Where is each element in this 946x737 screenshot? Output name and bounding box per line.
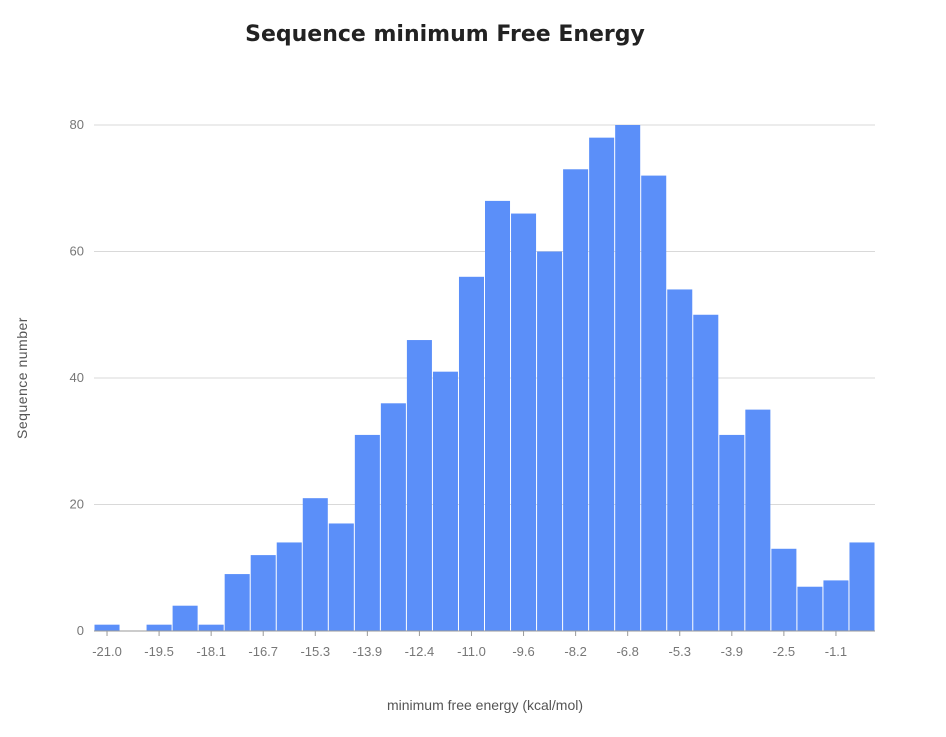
histogram-bar[interactable] — [693, 314, 719, 631]
x-tick-label: -1.1 — [825, 644, 847, 659]
chart-title: Sequence minimum Free Energy — [245, 22, 645, 47]
histogram-bar[interactable] — [745, 409, 771, 631]
histogram-bar[interactable] — [589, 137, 615, 631]
histogram-bar[interactable] — [328, 523, 354, 631]
histogram-bar[interactable] — [563, 169, 589, 631]
histogram-bar[interactable] — [432, 371, 458, 631]
histogram-bar[interactable] — [667, 289, 693, 631]
histogram-bar[interactable] — [511, 213, 537, 632]
histogram-bar[interactable] — [146, 624, 172, 631]
histogram-bar[interactable] — [823, 580, 849, 631]
histogram-bar[interactable] — [849, 542, 875, 631]
x-tick-label: -13.9 — [353, 644, 383, 659]
histogram-bar[interactable] — [537, 251, 563, 632]
histogram-bar[interactable] — [276, 542, 302, 631]
histogram-bar[interactable] — [719, 434, 745, 631]
y-tick-label: 60 — [70, 244, 84, 259]
x-tick-label: -6.8 — [616, 644, 638, 659]
x-tick-label: -18.1 — [196, 644, 226, 659]
x-tick-label: -2.5 — [773, 644, 795, 659]
histogram-bar[interactable] — [354, 434, 380, 631]
x-tick-label: -11.0 — [457, 644, 486, 659]
y-tick-label: 40 — [70, 370, 84, 385]
x-tick-label: -12.4 — [405, 644, 435, 659]
histogram-bar[interactable] — [302, 498, 328, 631]
x-tick-label: -8.2 — [564, 644, 586, 659]
x-tick-label: -9.6 — [512, 644, 534, 659]
histogram-bar[interactable] — [641, 175, 667, 631]
histogram-bar[interactable] — [250, 555, 276, 631]
histogram-bar[interactable] — [380, 403, 406, 631]
x-tick-label: -21.0 — [92, 644, 122, 659]
x-axis-label: minimum free energy (kcal/mol) — [386, 697, 584, 713]
histogram-bar[interactable] — [771, 548, 797, 631]
histogram-bar[interactable] — [797, 586, 823, 631]
histogram-bar[interactable] — [485, 200, 511, 631]
histogram-bar[interactable] — [198, 624, 224, 631]
x-tick-label: -19.5 — [144, 644, 174, 659]
grid-lines — [94, 124, 875, 505]
histogram-bar[interactable] — [224, 574, 250, 631]
histogram-bar[interactable] — [406, 340, 432, 631]
histogram-bar[interactable] — [458, 276, 484, 631]
x-tick-label: -5.3 — [669, 644, 691, 659]
y-tick-label: 0 — [77, 623, 84, 638]
x-tick-label: -15.3 — [300, 644, 330, 659]
histogram-bar[interactable] — [94, 624, 120, 631]
axes: 0 20 40 60 80 -21.0 -19.5 -18.1 -16.7 -15.3 -13.9 -… — [70, 117, 875, 659]
histogram-bar[interactable] — [172, 605, 198, 631]
y-tick-label: 20 — [70, 497, 84, 512]
bars — [94, 125, 875, 632]
y-tick-label: 80 — [70, 117, 84, 132]
histogram-bar[interactable] — [615, 125, 641, 631]
x-tick-label: -16.7 — [248, 644, 278, 659]
x-tick-label: -3.9 — [721, 644, 743, 659]
